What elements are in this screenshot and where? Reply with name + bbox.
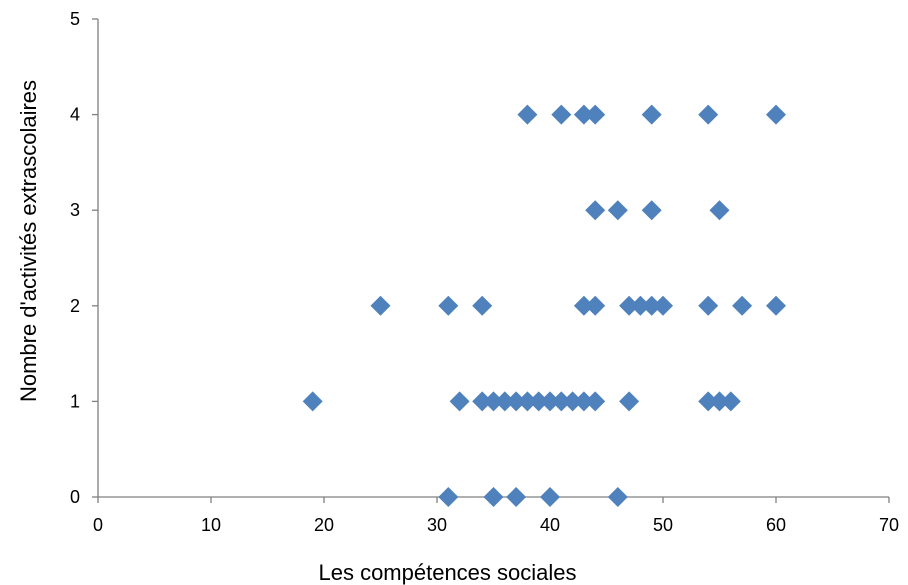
x-axis-title: Les compétences sociales — [318, 560, 576, 585]
y-axis-ticks: 0 1 2 3 4 5 — [70, 9, 98, 507]
x-tick-label: 20 — [314, 515, 334, 535]
x-tick-label: 30 — [427, 515, 447, 535]
data-point — [483, 391, 504, 412]
data-point — [630, 295, 651, 316]
data-point — [698, 104, 719, 125]
data-point — [709, 200, 730, 221]
data-point — [302, 391, 323, 412]
data-point — [540, 391, 560, 412]
y-tick-label: 5 — [70, 9, 80, 29]
data-point — [472, 391, 493, 412]
x-tick-label: 10 — [201, 515, 221, 535]
data-point — [607, 487, 628, 507]
data-point — [573, 295, 594, 316]
data-point — [619, 391, 640, 412]
data-point — [438, 295, 459, 316]
data-points — [302, 104, 786, 507]
data-point — [370, 295, 391, 316]
axes — [97, 19, 889, 498]
data-point — [573, 104, 594, 125]
data-point — [506, 487, 527, 507]
data-point — [483, 487, 504, 507]
y-tick-label: 0 — [70, 487, 80, 507]
data-point — [641, 295, 662, 316]
data-point — [709, 391, 730, 412]
data-point — [653, 295, 673, 316]
data-point — [720, 391, 741, 412]
x-axis-ticks: 0 10 20 30 40 50 60 70 — [93, 497, 899, 535]
x-tick-label: 50 — [653, 515, 673, 535]
data-point — [528, 391, 549, 412]
data-point — [494, 391, 515, 412]
data-point — [472, 295, 493, 316]
data-point — [607, 200, 628, 221]
y-tick-label: 1 — [70, 391, 80, 411]
data-point — [698, 391, 719, 412]
data-point — [517, 104, 538, 125]
y-tick-label: 2 — [70, 296, 80, 316]
x-tick-label: 0 — [93, 515, 103, 535]
data-point — [641, 200, 662, 221]
data-point — [585, 200, 606, 221]
y-tick-label: 4 — [70, 105, 80, 125]
data-point — [641, 104, 662, 125]
data-point — [449, 391, 470, 412]
data-point — [551, 104, 572, 125]
x-tick-label: 40 — [540, 515, 560, 535]
data-point — [585, 104, 606, 125]
data-point — [540, 487, 560, 507]
data-point — [573, 391, 594, 412]
data-point — [506, 391, 527, 412]
y-axis-title: Nombre d'activités extrascolaires — [16, 80, 41, 402]
data-point — [766, 104, 786, 125]
data-point — [619, 295, 640, 316]
data-point — [732, 295, 753, 316]
data-point — [438, 487, 459, 507]
data-point — [698, 295, 719, 316]
data-point — [562, 391, 583, 412]
data-point — [585, 295, 606, 316]
data-point — [551, 391, 572, 412]
x-tick-label: 60 — [766, 515, 786, 535]
data-point — [585, 391, 606, 412]
data-point — [517, 391, 538, 412]
y-tick-label: 3 — [70, 200, 80, 220]
data-point — [766, 295, 786, 316]
x-tick-label: 70 — [879, 515, 899, 535]
